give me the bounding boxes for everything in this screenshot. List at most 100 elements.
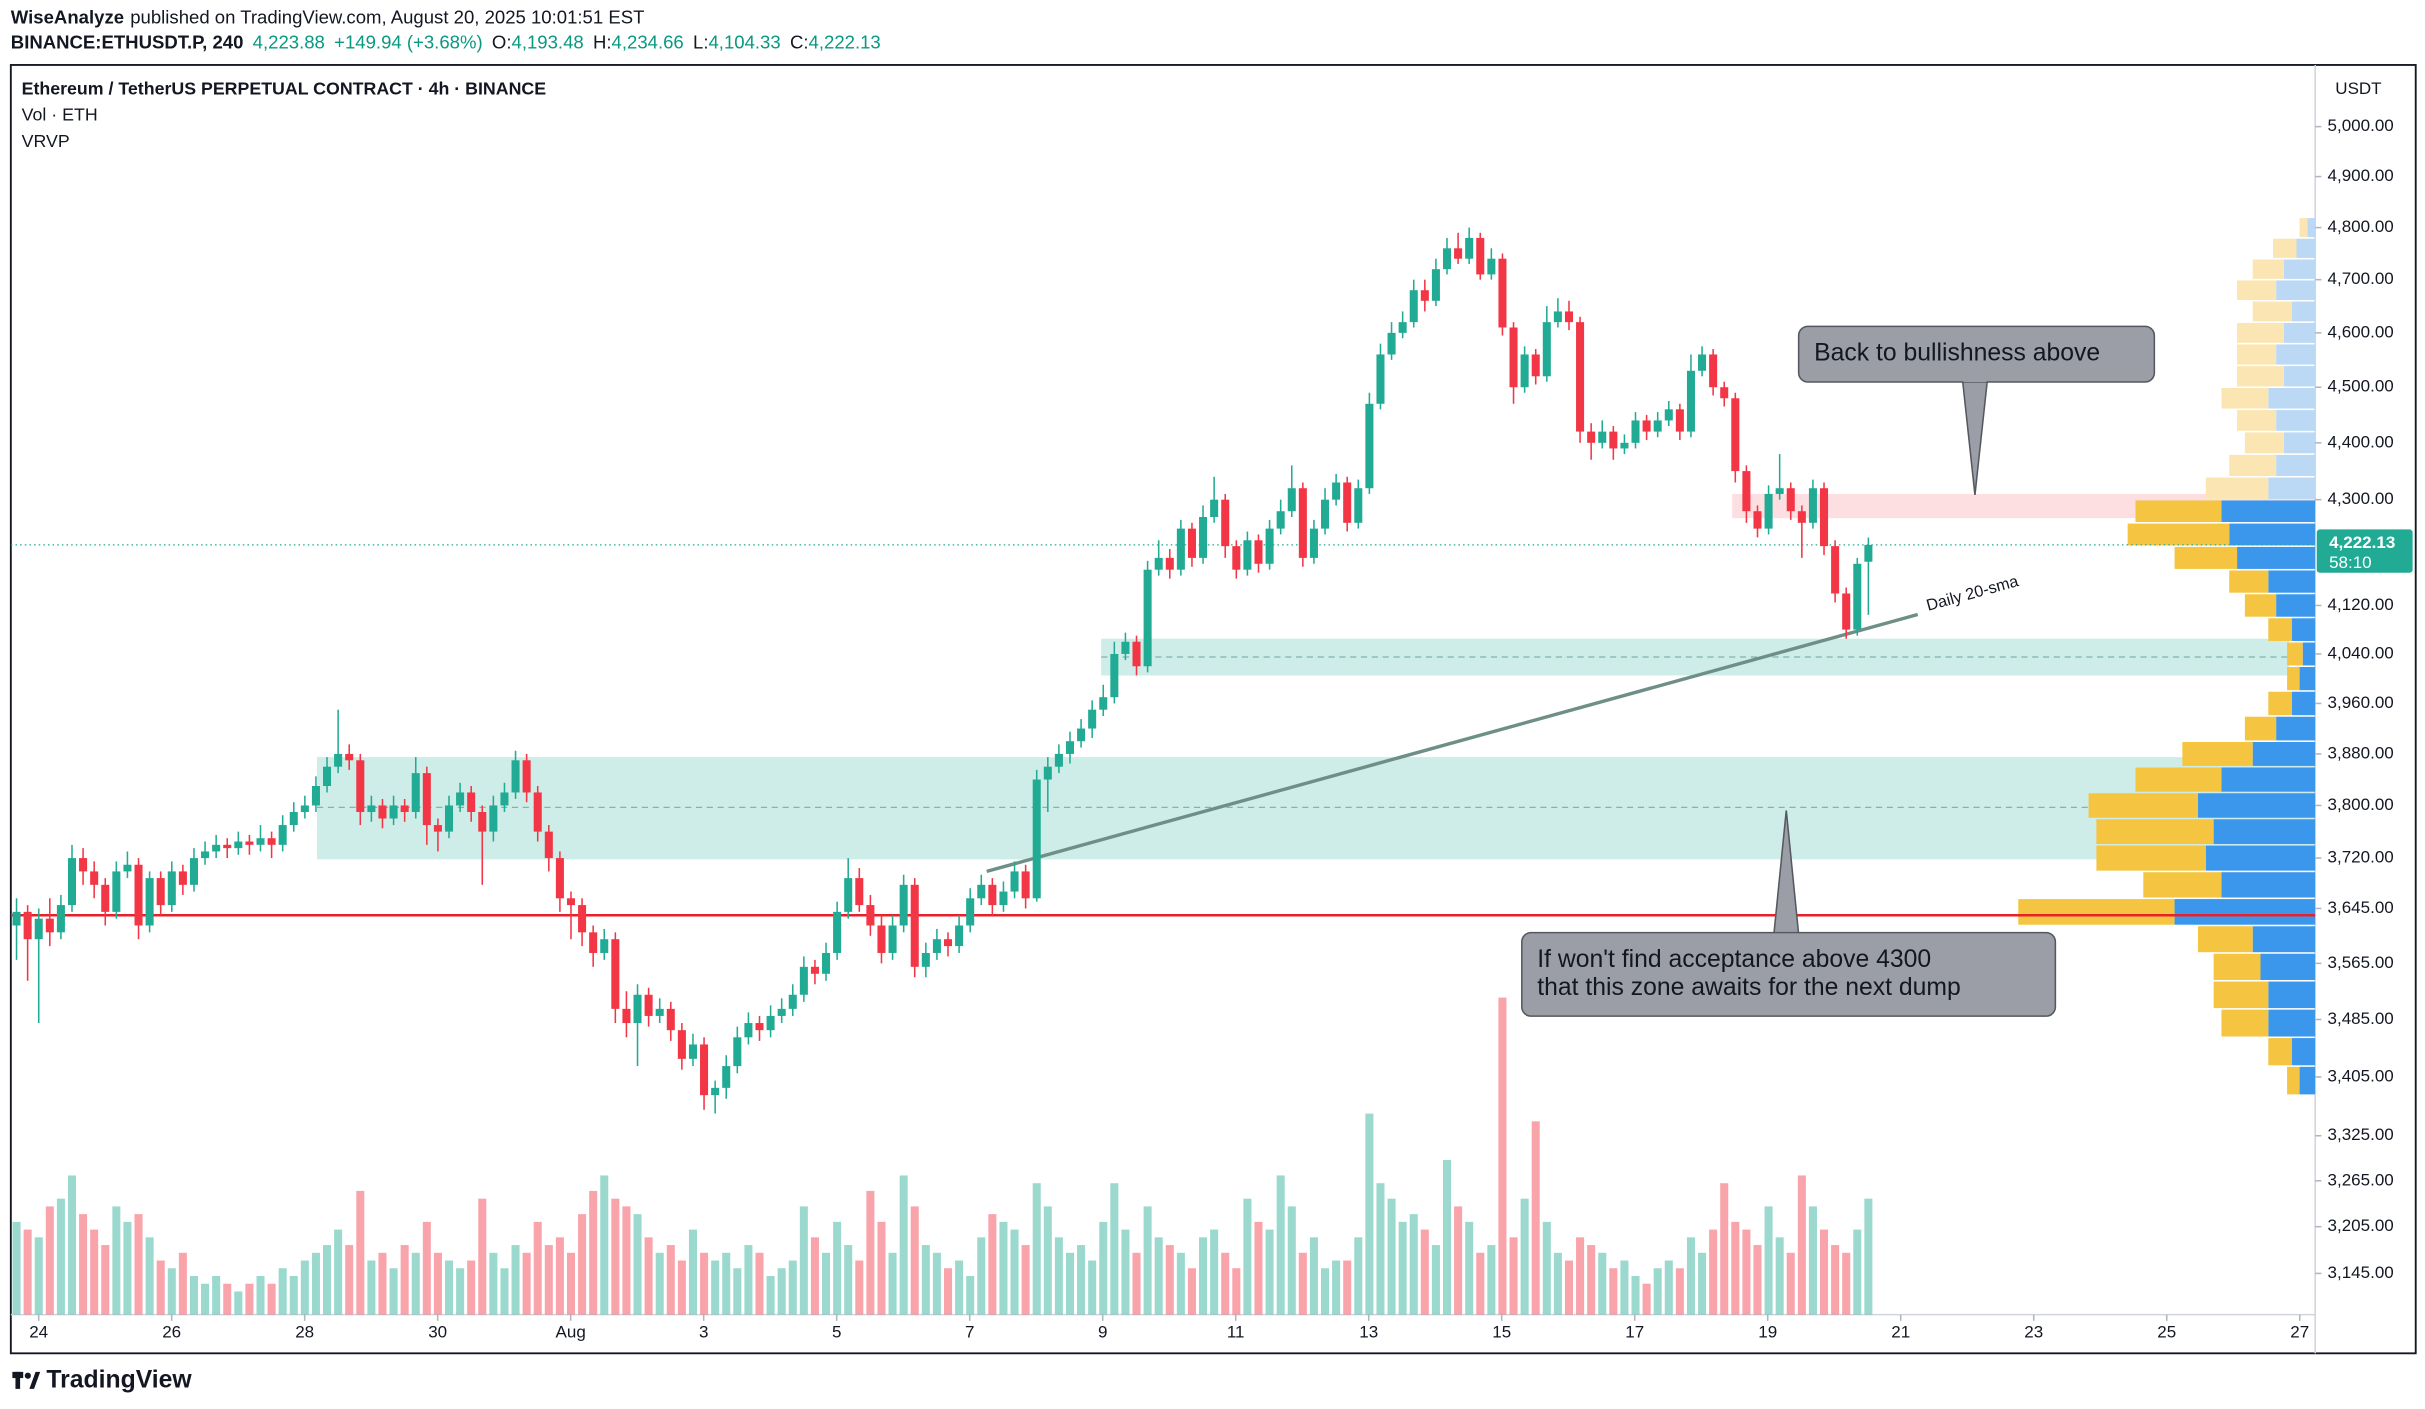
candle-body: [1321, 499, 1330, 529]
y-tick-label: 3,485.00: [2328, 1009, 2394, 1028]
candle-body: [1553, 311, 1562, 323]
volume-bar: [1387, 1198, 1396, 1315]
vrvp-down: [2244, 716, 2277, 741]
x-tick-label: 17: [1625, 1323, 1644, 1342]
ohlc-label: H:: [593, 31, 612, 52]
volume-bar: [223, 1283, 232, 1315]
candle-body: [910, 884, 919, 967]
volume-bar: [722, 1252, 731, 1315]
candle-body: [1387, 332, 1396, 355]
volume-bar: [478, 1198, 487, 1315]
volume-bar: [544, 1245, 553, 1315]
volume-bar: [666, 1245, 675, 1315]
volume-bar: [822, 1252, 831, 1315]
candle-body: [1409, 290, 1418, 323]
volume-bar: [79, 1214, 88, 1315]
vrvp-up: [2276, 454, 2316, 477]
y-tick-label: 3,145.00: [2328, 1263, 2394, 1282]
y-tick-label: 4,300.00: [2328, 489, 2394, 508]
candle-body: [56, 905, 65, 933]
volume-bar: [899, 1175, 908, 1315]
vrvp-down: [2127, 523, 2230, 546]
volume-bar: [1831, 1245, 1840, 1315]
vrvp-up: [2296, 238, 2316, 258]
vrvp-up: [2221, 767, 2316, 792]
callout-text: If won't find acceptance above 4300: [1537, 946, 1931, 973]
vrvp-up: [2252, 741, 2316, 766]
candle-body: [34, 918, 43, 940]
volume-bar: [1376, 1183, 1385, 1315]
x-tick-label: 9: [1098, 1323, 1107, 1342]
candle-body: [1043, 766, 1052, 780]
candle-body: [90, 871, 99, 885]
volume-bar: [766, 1275, 775, 1315]
brand-logo: [12, 1371, 41, 1389]
candle-body: [799, 966, 808, 995]
candle-body: [178, 871, 187, 885]
candle-body: [899, 884, 908, 926]
vrvp-legend: VRVP: [22, 131, 70, 151]
candle-body: [1187, 528, 1196, 558]
candle-body: [1210, 499, 1219, 518]
vrvp-down: [2237, 344, 2277, 365]
candle-body: [1431, 269, 1440, 301]
candle-body: [589, 932, 598, 953]
candle-body: [500, 792, 509, 806]
candle-body: [1221, 499, 1230, 547]
volume-bar: [1176, 1252, 1185, 1315]
x-tick-label: 19: [1758, 1323, 1777, 1342]
volume-bar: [1442, 1159, 1452, 1315]
candle-body: [1376, 354, 1385, 404]
volume-bar: [489, 1252, 498, 1315]
volume-bar: [700, 1252, 709, 1315]
y-tick-label: 3,960.00: [2328, 693, 2394, 712]
vrvp-down: [2272, 238, 2297, 258]
candle-body: [1631, 420, 1640, 443]
candle-body: [1398, 322, 1407, 333]
volume-bar: [134, 1214, 143, 1315]
volume-bar: [943, 1268, 953, 1315]
vrvp-up: [2174, 899, 2316, 925]
candle-body: [12, 911, 21, 926]
candle-body: [1720, 387, 1729, 399]
candle-body: [1797, 511, 1806, 523]
candle-body: [744, 1023, 753, 1038]
volume-bar: [1698, 1252, 1707, 1315]
candle-body: [733, 1037, 742, 1067]
vrvp-down: [2213, 953, 2261, 980]
candle-body: [334, 753, 343, 767]
vrvp-up: [2276, 344, 2316, 365]
header-change: +149.94 (+3.68%): [334, 31, 482, 52]
x-tick-label: 15: [1492, 1323, 1511, 1342]
candle-body: [1664, 409, 1673, 421]
candle-body: [866, 905, 875, 926]
volume-bar: [1764, 1206, 1773, 1315]
candle-body: [400, 805, 409, 812]
candle-body: [1576, 322, 1585, 432]
volume-legend: Vol · ETH: [22, 105, 98, 125]
x-tick-label: 13: [1359, 1323, 1378, 1342]
candle-body: [1232, 546, 1241, 570]
vrvp-down: [2287, 642, 2303, 666]
vrvp-down: [2229, 454, 2277, 477]
volume-bar: [999, 1221, 1008, 1315]
volume-bar: [1675, 1268, 1684, 1315]
candle-body: [1110, 653, 1119, 698]
volume-bar: [1542, 1221, 1551, 1315]
ohlc-value: 4,104.33: [708, 31, 780, 52]
volume-bar: [1232, 1268, 1241, 1315]
y-tick-label: 3,325.00: [2328, 1125, 2394, 1144]
volume-bar: [1476, 1252, 1485, 1315]
candle-body: [1065, 741, 1075, 754]
candle-body: [134, 864, 143, 926]
volume-bar: [677, 1260, 686, 1315]
volume-bar: [433, 1252, 442, 1315]
candle-body: [323, 766, 332, 786]
axis-unit: USDT: [2335, 79, 2381, 98]
header-price: 4,223.88: [253, 31, 325, 52]
volume-bar: [278, 1268, 287, 1315]
vrvp-up: [2283, 322, 2316, 343]
vrvp-up: [2283, 432, 2316, 454]
candle-body: [932, 939, 941, 953]
volume-bar: [799, 1206, 808, 1315]
